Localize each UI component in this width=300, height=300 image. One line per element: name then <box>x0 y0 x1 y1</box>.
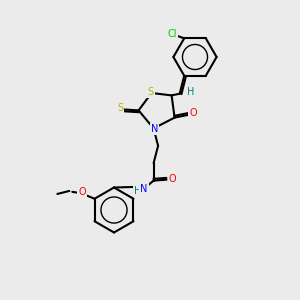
Text: N: N <box>151 124 158 134</box>
Text: O: O <box>189 108 197 118</box>
Text: S: S <box>148 87 154 98</box>
Text: H: H <box>134 185 141 196</box>
Text: O: O <box>78 187 86 197</box>
Text: Cl: Cl <box>167 29 177 39</box>
Text: S: S <box>117 103 123 113</box>
Text: N: N <box>140 184 148 194</box>
Text: H: H <box>188 87 195 97</box>
Text: O: O <box>169 173 176 184</box>
